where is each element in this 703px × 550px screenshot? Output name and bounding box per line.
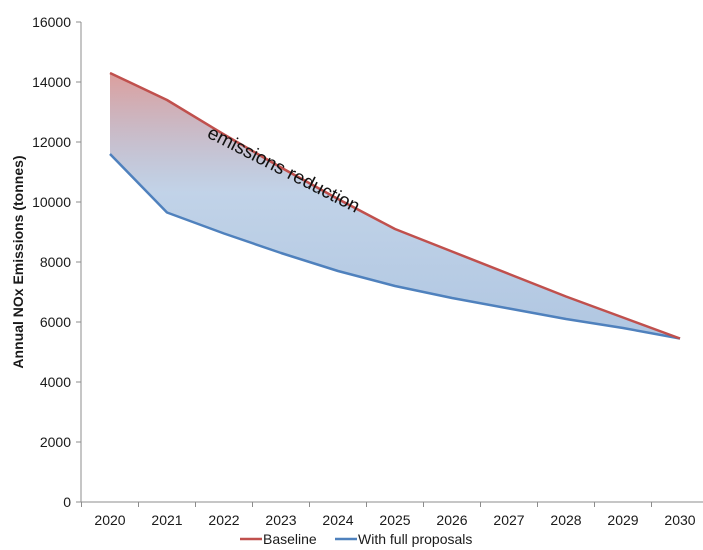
x-tick-label: 2027 [493,512,524,528]
x-tick-label: 2030 [664,512,695,528]
series-line-with-full-proposals [109,153,681,340]
series-lines [109,71,681,340]
reduction-band [110,73,680,339]
y-tick-label: 10000 [32,194,71,210]
x-tick-label: 2028 [550,512,581,528]
y-tick-label: 12000 [32,134,71,150]
x-tick-label: 2026 [436,512,467,528]
x-tick-label: 2024 [322,512,353,528]
y-tick-label: 0 [63,494,71,510]
x-tick-label: 2020 [94,512,125,528]
x-tick-label: 2022 [208,512,239,528]
legend-label: With full proposals [358,531,472,547]
x-tick-label: 2021 [151,512,182,528]
y-axis-title: Annual NOx Emissions (tonnes) [10,155,26,368]
legend-label: Baseline [263,531,317,547]
x-tick-label: 2025 [379,512,410,528]
x-tick-label: 2029 [607,512,638,528]
y-tick-label: 2000 [40,434,71,450]
y-tick-label: 6000 [40,314,71,330]
y-axis-ticks: 0 2000 4000 6000 8000 10000 12000 14000 16000 [32,14,81,510]
series-line-baseline [109,71,681,340]
y-tick-label: 14000 [32,74,71,90]
x-axis-ticks: 2020 2021 2022 2023 2024 2025 2026 2027 2028 2029… [81,502,696,528]
y-tick-label: 8000 [40,254,71,270]
y-tick-label: 16000 [32,14,71,30]
reduction-band-layer [110,73,680,339]
x-tick-label: 2023 [265,512,296,528]
legend: Baseline With full proposals [240,531,472,547]
y-tick-label: 4000 [40,374,71,390]
